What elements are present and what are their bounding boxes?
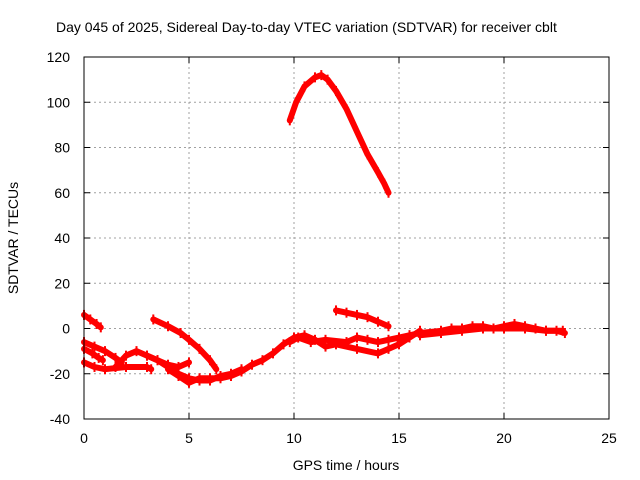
x-tick-label: 25 [601, 430, 617, 446]
y-tick-label: 0 [62, 321, 70, 337]
series-arc-10 [286, 72, 392, 196]
x-tick-label: 5 [185, 430, 193, 446]
y-tick-label: 40 [54, 230, 70, 246]
y-tick-label: -20 [50, 366, 70, 382]
y-axis-label: SDTVAR / TECUs [5, 182, 21, 294]
series-layer [81, 70, 568, 388]
x-tick-label: 10 [286, 430, 302, 446]
x-tick-label: 0 [80, 430, 88, 446]
y-tick-label: 120 [47, 49, 71, 65]
y-tick-label: 80 [54, 140, 70, 156]
series-arc-3 [81, 345, 106, 364]
x-tick-label: 20 [496, 430, 512, 446]
y-tick-label: -40 [50, 411, 70, 427]
x-axis-label: GPS time / hours [293, 457, 400, 473]
series-arc-1 [81, 311, 104, 331]
chart-title: Day 045 of 2025, Sidereal Day-to-day VTE… [56, 19, 557, 35]
x-tick-label: 15 [391, 430, 407, 446]
y-tick-label: 20 [54, 275, 70, 291]
y-tick-label: 100 [47, 94, 71, 110]
series-arc-13 [417, 325, 566, 339]
y-tick-label: 60 [54, 185, 70, 201]
axis-ticks: 0 5 10 15 20 25 -40 -20 0 20 40 60 80 100 120 [47, 49, 617, 446]
series-arc-11 [333, 307, 392, 330]
